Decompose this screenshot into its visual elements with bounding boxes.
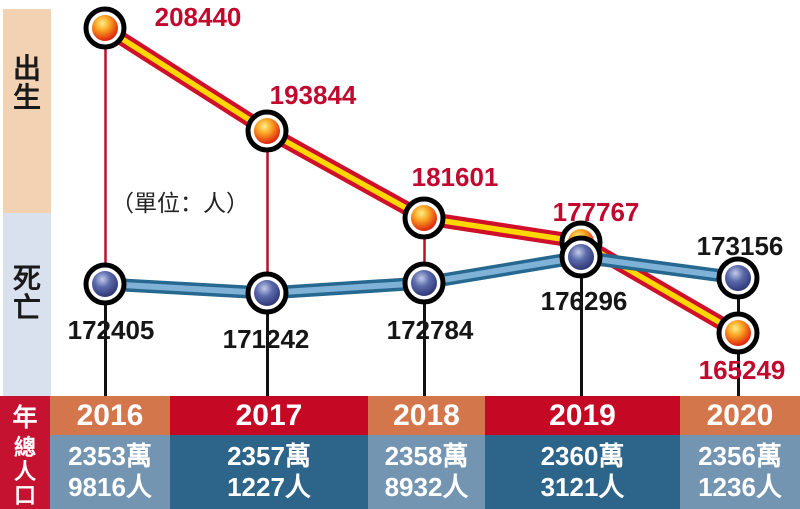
year-2019: 2019 — [485, 396, 680, 435]
population-2020: 2356萬 1236人 — [680, 435, 800, 509]
population-2016: 2353萬 9816人 — [50, 435, 170, 509]
death-value-2016: 172405 — [67, 315, 155, 345]
population-2019: 2360萬 3121人 — [485, 435, 680, 509]
population-2020-line1: 2356萬 — [698, 441, 782, 471]
year-2017: 2017 — [170, 396, 368, 435]
population-2018: 2358萬 8932人 — [368, 435, 485, 509]
unit-note: （單位：人） — [111, 190, 249, 216]
death-value-2018: 172784 — [386, 315, 474, 345]
population-2017: 2357萬 1227人 — [170, 435, 368, 509]
birth-series-label: 出生 — [12, 53, 41, 113]
year-row-header: 年 — [0, 396, 50, 435]
year-2016: 2016 — [50, 396, 170, 435]
death-value-2020: 173156 — [696, 231, 784, 261]
population-row-header: 總人口 — [0, 435, 50, 509]
birth-value-2019: 177767 — [552, 197, 640, 227]
birth-value-2018: 181601 — [411, 162, 499, 192]
death-value-2017: 171242 — [222, 324, 310, 354]
population-2020-line2: 1236人 — [698, 472, 782, 502]
birth-value-2017: 193844 — [269, 80, 357, 110]
population-2018-line2: 8932人 — [384, 472, 469, 502]
population-2019-line2: 3121人 — [540, 472, 625, 502]
population-2017-line2: 1227人 — [227, 472, 311, 502]
population-2018-line1: 2358萬 — [384, 441, 469, 471]
population-2016-line2: 9816人 — [68, 472, 152, 502]
birth-strip-bg — [3, 9, 51, 213]
year-2018: 2018 — [368, 396, 485, 435]
death-markers — [83, 235, 760, 315]
death-strip-bg — [3, 213, 51, 396]
birth-value-2016: 208440 — [154, 2, 242, 32]
population-2017-line1: 2357萬 — [227, 441, 311, 471]
year-2020: 2020 — [680, 396, 800, 435]
population-2019-line1: 2360萬 — [540, 441, 625, 471]
population-2016-line1: 2353萬 — [68, 441, 152, 471]
population-header-text: 總人口 — [13, 435, 36, 508]
birth-value-2020: 165249 — [698, 355, 786, 385]
death-series-label: 死亡 — [12, 263, 41, 323]
death-value-2019: 176296 — [540, 286, 628, 316]
